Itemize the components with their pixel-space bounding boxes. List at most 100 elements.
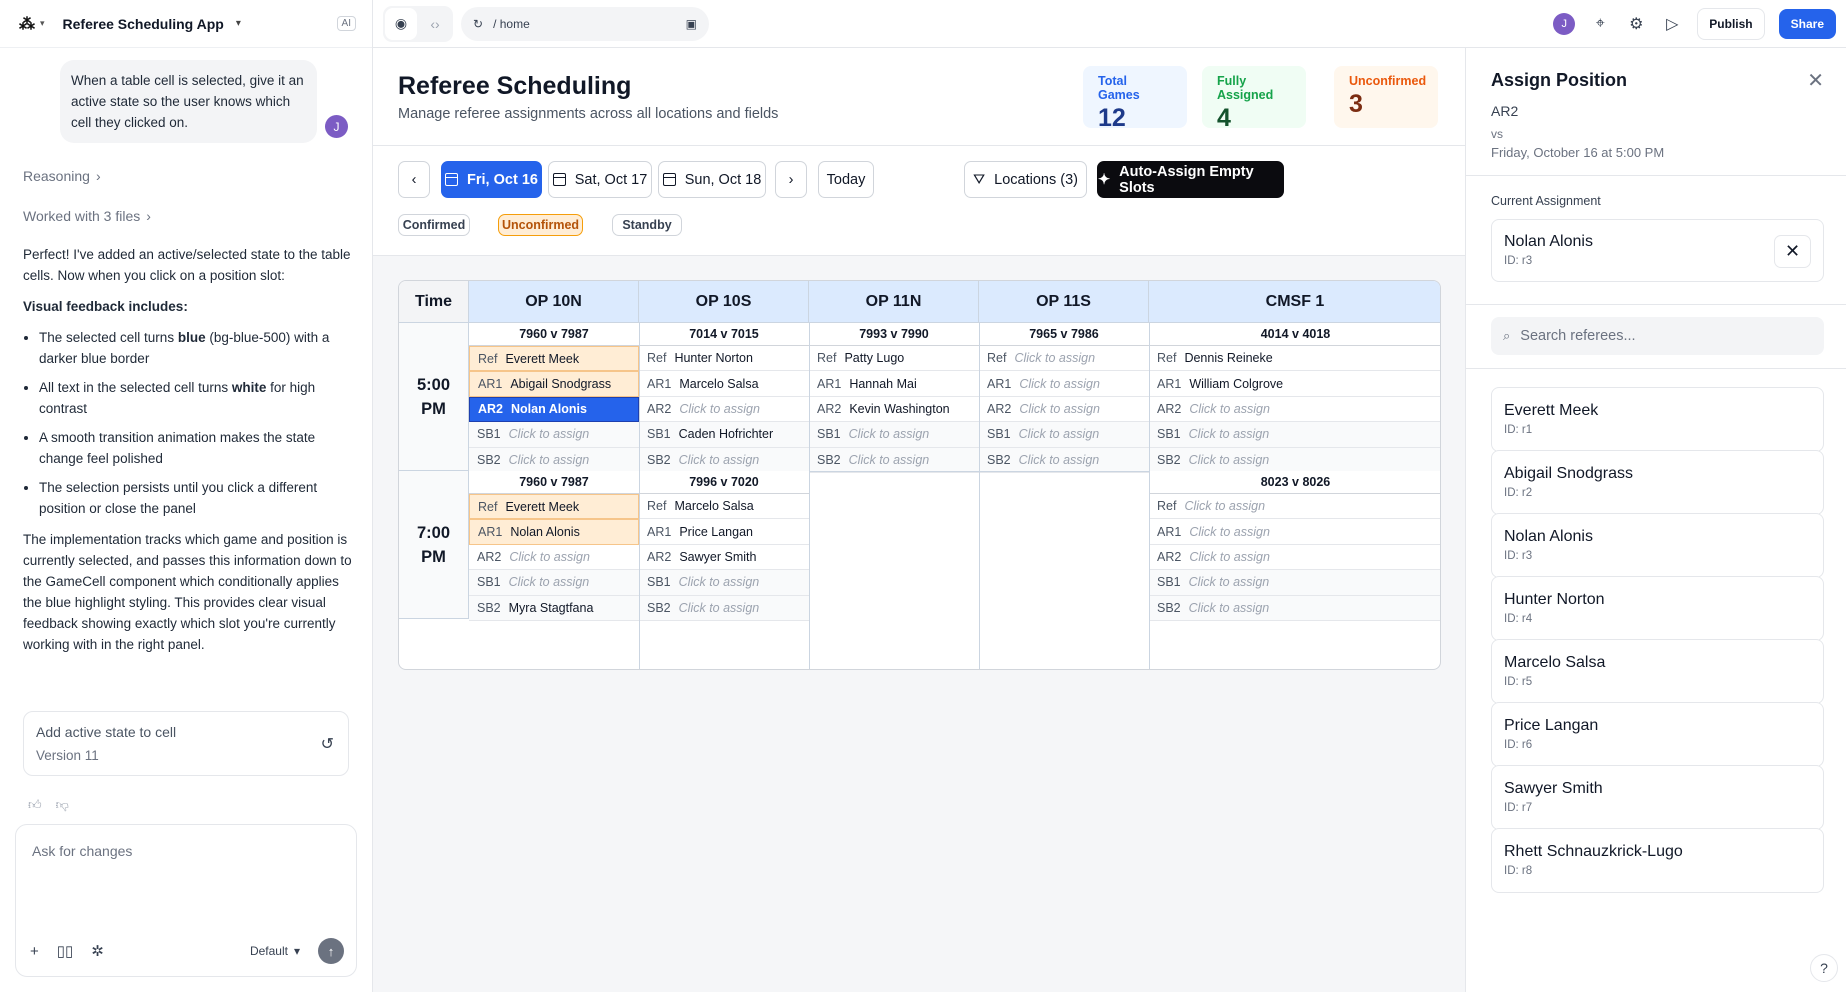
referee-option[interactable]: Marcelo Salsa ID: r5 <box>1491 639 1824 704</box>
publish-button[interactable]: Publish <box>1697 7 1765 40</box>
chat-input[interactable] <box>32 843 340 859</box>
referee-option[interactable]: Nolan Alonis ID: r3 <box>1491 513 1824 578</box>
refresh-icon[interactable]: ↻ <box>473 16 484 31</box>
locations-label: Locations (3) <box>994 171 1078 188</box>
position-slot-sb2[interactable]: SB2 Click to assign <box>1149 595 1440 621</box>
position-slot-ref[interactable]: Ref Marcelo Salsa <box>639 494 809 520</box>
next-day-button[interactable]: › <box>775 161 807 198</box>
today-button[interactable]: Today <box>818 161 874 198</box>
position-slot-ar2[interactable]: AR2 Click to assign <box>979 396 1149 423</box>
position-slot-sb1[interactable]: SB1 Click to assign <box>1149 422 1440 448</box>
gear-icon[interactable]: ⚙ <box>1629 15 1644 33</box>
thumbs-down-icon[interactable]: 👎︎ <box>55 797 69 812</box>
position-slot-ref[interactable]: Ref Hunter Norton <box>639 346 809 372</box>
referee-option[interactable]: Abigail Snodgrass ID: r2 <box>1491 450 1824 515</box>
position-label: SB2 <box>817 452 841 467</box>
toolbar-avatar[interactable]: J <box>1553 12 1576 35</box>
auto-assign-button[interactable]: ✦ Auto-Assign Empty Slots <box>1097 161 1284 198</box>
version-title: Add active state to cell <box>36 724 177 740</box>
position-slot-ar1[interactable]: AR1 Abigail Snodgrass <box>469 371 639 397</box>
date-button-fri[interactable]: Fri, Oct 16 <box>441 161 542 198</box>
referee-option[interactable]: Rhett Schnauzkrick-Lugo ID: r8 <box>1491 828 1824 893</box>
close-icon[interactable]: ✕ <box>1807 70 1824 92</box>
app-title-chevron-icon[interactable]: ▾ <box>235 18 241 29</box>
share-button[interactable]: Share <box>1778 8 1836 39</box>
position-slot-ar1[interactable]: AR1 Hannah Mai <box>809 371 979 397</box>
date-button-sun[interactable]: Sun, Oct 18 <box>658 161 766 198</box>
referee-name: Price Langan <box>1504 717 1599 734</box>
referee-option[interactable]: Everett Meek ID: r1 <box>1491 387 1824 452</box>
worked-files-toggle[interactable]: Worked with 3 files › <box>23 208 151 224</box>
url-bar[interactable]: ↻ / home ▣ <box>461 6 709 41</box>
position-slot-ref[interactable]: Ref Everett Meek <box>469 346 639 372</box>
locations-filter-button[interactable]: ⛛ Locations (3) <box>964 161 1087 198</box>
position-slot-ar2[interactable]: AR2 Nolan Alonis <box>469 396 639 423</box>
open-window-icon[interactable]: ▣ <box>685 16 697 31</box>
position-slot-ar2[interactable]: AR2 Click to assign <box>1149 544 1440 571</box>
position-slot-sb2[interactable]: SB2 Click to assign <box>809 447 979 473</box>
version-card[interactable]: Add active state to cell Version 11 ↺ <box>23 711 349 776</box>
position-slot-ref[interactable]: Ref Click to assign <box>979 346 1149 372</box>
send-button[interactable]: ↑ <box>318 938 344 964</box>
search-input[interactable] <box>1520 328 1812 344</box>
position-slot-sb1[interactable]: SB1 Click to assign <box>639 570 809 596</box>
position-slot-sb1[interactable]: SB1 Click to assign <box>979 422 1149 448</box>
position-slot-ar2[interactable]: AR2 Click to assign <box>1149 396 1440 423</box>
position-slot-sb2[interactable]: SB2 Click to assign <box>639 447 809 473</box>
select-tool-icon[interactable]: ⌖ <box>1595 14 1605 32</box>
position-slot-sb2[interactable]: SB2 Myra Stagtfana <box>469 595 639 621</box>
position-slot-ref[interactable]: Ref Patty Lugo <box>809 346 979 372</box>
bullet-text: The selection persists until you click a… <box>39 480 318 516</box>
position-slot-ref[interactable]: Ref Click to assign <box>1149 494 1440 520</box>
referee-id: ID: r6 <box>1504 739 1533 751</box>
position-slot-ar1[interactable]: AR1 Click to assign <box>979 371 1149 397</box>
position-slot-sb2[interactable]: SB2 Click to assign <box>469 447 639 473</box>
position-slot-sb1[interactable]: SB1 Click to assign <box>1149 570 1440 596</box>
date-button-sat[interactable]: Sat, Oct 17 <box>548 161 652 198</box>
code-icon[interactable]: ‹› <box>430 15 440 32</box>
position-label: AR1 <box>478 525 503 540</box>
referee-id: ID: r8 <box>1504 865 1533 877</box>
position-slot-sb1[interactable]: SB1 Click to assign <box>809 422 979 448</box>
position-slot-ar2[interactable]: AR2 Click to assign <box>469 544 639 571</box>
position-slot-sb2[interactable]: SB2 Click to assign <box>1149 447 1440 473</box>
position-slot-ar2[interactable]: AR2 Kevin Washington <box>809 396 979 423</box>
app-menu-icon[interactable]: ⁂ <box>19 15 35 33</box>
book-icon[interactable]: ▯▯ <box>56 943 74 960</box>
referee-option[interactable]: Sawyer Smith ID: r7 <box>1491 765 1824 830</box>
position-slot-sb1[interactable]: SB1 Caden Hofrichter <box>639 422 809 448</box>
position-slot-sb1[interactable]: SB1 Click to assign <box>469 570 639 596</box>
position-slot-ar1[interactable]: AR1 William Colgrove <box>1149 371 1440 397</box>
remove-assignment-button[interactable]: ✕ <box>1774 235 1811 268</box>
referee-name: Everett Meek <box>1504 402 1599 419</box>
position-slot-ar2[interactable]: AR2 Sawyer Smith <box>639 544 809 571</box>
referee-option[interactable]: Price Langan ID: r6 <box>1491 702 1824 767</box>
position-slot-ar1[interactable]: AR1 Marcelo Salsa <box>639 371 809 397</box>
preview-eye-icon[interactable]: ◉ <box>385 7 417 40</box>
select-element-icon[interactable]: ✲ <box>91 943 104 960</box>
position-slot-ar2[interactable]: AR2 Click to assign <box>639 396 809 423</box>
plus-icon[interactable]: + <box>30 942 39 960</box>
play-icon[interactable]: ▷ <box>1666 15 1679 33</box>
mode-select[interactable]: Default ▾ <box>250 944 300 958</box>
prev-day-button[interactable]: ‹ <box>398 161 430 198</box>
position-label: SB2 <box>1157 600 1181 615</box>
position-slot-ar1[interactable]: AR1 Nolan Alonis <box>469 519 639 545</box>
help-button[interactable]: ? <box>1810 954 1838 982</box>
revert-icon[interactable]: ↺ <box>320 736 334 753</box>
position-slot-ref[interactable]: Ref Everett Meek <box>469 494 639 520</box>
referee-option[interactable]: Hunter Norton ID: r4 <box>1491 576 1824 641</box>
position-slot-ref[interactable]: Ref Dennis Reineke <box>1149 346 1440 372</box>
position-slot-ar1[interactable]: AR1 Click to assign <box>1149 519 1440 545</box>
ai-badge[interactable]: AI <box>336 16 356 31</box>
position-slot-sb1[interactable]: SB1 Click to assign <box>469 422 639 448</box>
chevron-down-icon[interactable]: ▾ <box>40 18 45 28</box>
referee-name: Marcelo Salsa <box>679 376 759 391</box>
position-slot-sb2[interactable]: SB2 Click to assign <box>979 447 1149 473</box>
thumbs-up-icon[interactable]: 👍︎ <box>28 797 42 812</box>
position-slot-ar1[interactable]: AR1 Price Langan <box>639 519 809 545</box>
chat-header: ⁂ ▾ Referee Scheduling App ▾ AI <box>0 0 372 48</box>
reasoning-toggle[interactable]: Reasoning › <box>23 168 101 184</box>
position-label: AR2 <box>647 549 672 564</box>
position-slot-sb2[interactable]: SB2 Click to assign <box>639 595 809 621</box>
